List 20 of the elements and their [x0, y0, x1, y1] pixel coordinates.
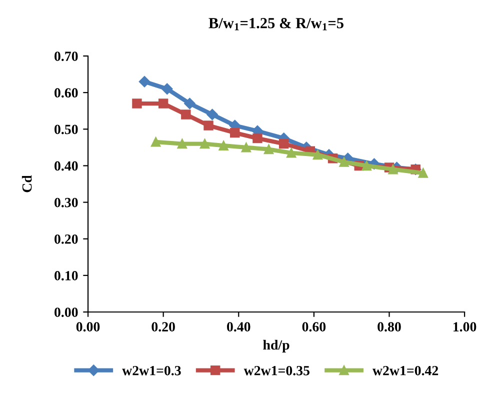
x-tick-label: 1.00 — [454, 322, 476, 332]
y-tick-label: 0.10 — [54, 271, 78, 280]
legend-label: w2w1=0.3 — [122, 366, 181, 376]
x-axis-title: hd/p — [263, 340, 290, 352]
y-tick-label: 0.20 — [54, 234, 78, 244]
y-tick-label: 0.50 — [54, 124, 78, 134]
y-tick-label: 0.60 — [54, 88, 78, 98]
x-tick-label: 0.20 — [152, 322, 175, 332]
y-tick-label: 0.00 — [54, 308, 78, 318]
legend-label: w2w1=0.42 — [372, 366, 438, 376]
y-tick-label: 0.30 — [54, 198, 78, 208]
x-tick-label: 0.40 — [227, 322, 250, 332]
chart-title: B/w$_{1}$=1.25 & R/w$_{1}$=5 — [208, 18, 344, 30]
legend-label: w2w1=0.35 — [244, 366, 310, 376]
x-tick-label: 0.60 — [302, 322, 326, 332]
x-tick-label: 0.80 — [378, 322, 401, 332]
y-axis-title: Cd — [22, 175, 32, 192]
x-tick-label: 0.00 — [76, 322, 100, 332]
y-tick-label: 0.40 — [54, 161, 78, 171]
y-tick-label: 0.70 — [54, 52, 78, 62]
